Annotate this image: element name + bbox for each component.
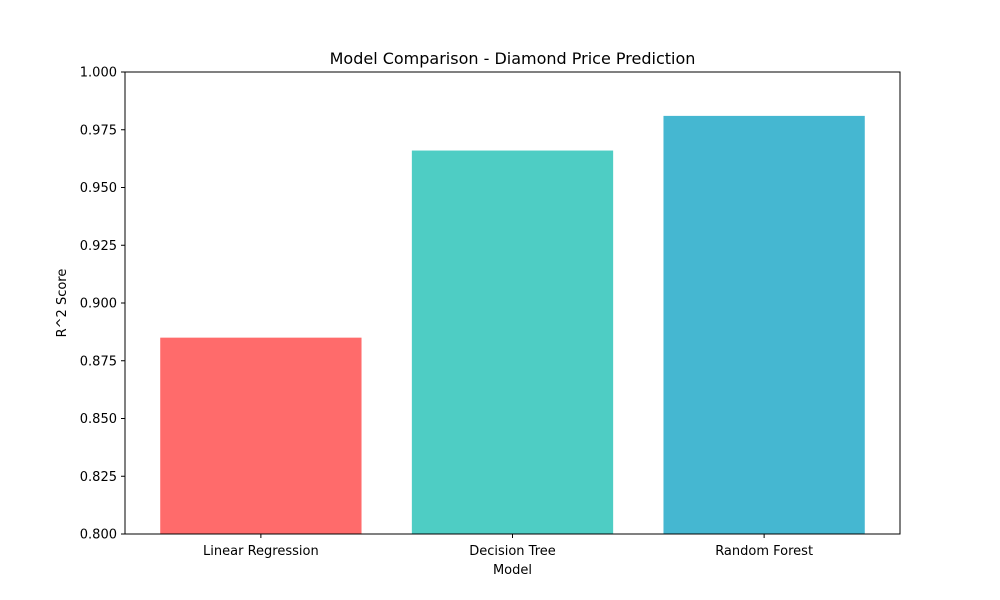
y-axis-label: R^2 Score bbox=[55, 269, 70, 338]
plot-frame bbox=[124, 71, 901, 535]
x-axis-label: Model bbox=[493, 563, 532, 578]
chart-title: Model Comparison - Diamond Price Predict… bbox=[330, 49, 696, 68]
bar-random-forest bbox=[663, 115, 865, 534]
y-tick-label: 0.950 bbox=[80, 181, 117, 196]
y-tick-label: 0.825 bbox=[80, 470, 117, 485]
y-tick-label: 1.000 bbox=[80, 66, 117, 81]
x-tick-label: Random Forest bbox=[715, 544, 813, 559]
bars-layer bbox=[160, 115, 865, 535]
y-tick-label: 0.975 bbox=[80, 123, 117, 138]
y-tick-label: 0.900 bbox=[80, 297, 117, 312]
x-tick-label: Decision Tree bbox=[469, 544, 556, 559]
bar-linear-regression bbox=[160, 337, 362, 534]
x-axis: Linear Regression Decision Tree Random For… bbox=[203, 534, 813, 559]
y-tick-label: 0.875 bbox=[80, 354, 117, 369]
y-tick-label: 0.800 bbox=[80, 528, 117, 543]
y-axis: 0.800 0.825 0.850 0.875 0.900 0.925 0.950 0.975… bbox=[80, 66, 125, 543]
y-tick-label: 0.925 bbox=[80, 239, 117, 254]
bar-decision-tree bbox=[411, 150, 614, 535]
x-tick-label: Linear Regression bbox=[203, 544, 319, 559]
y-tick-label: 0.850 bbox=[80, 412, 117, 427]
